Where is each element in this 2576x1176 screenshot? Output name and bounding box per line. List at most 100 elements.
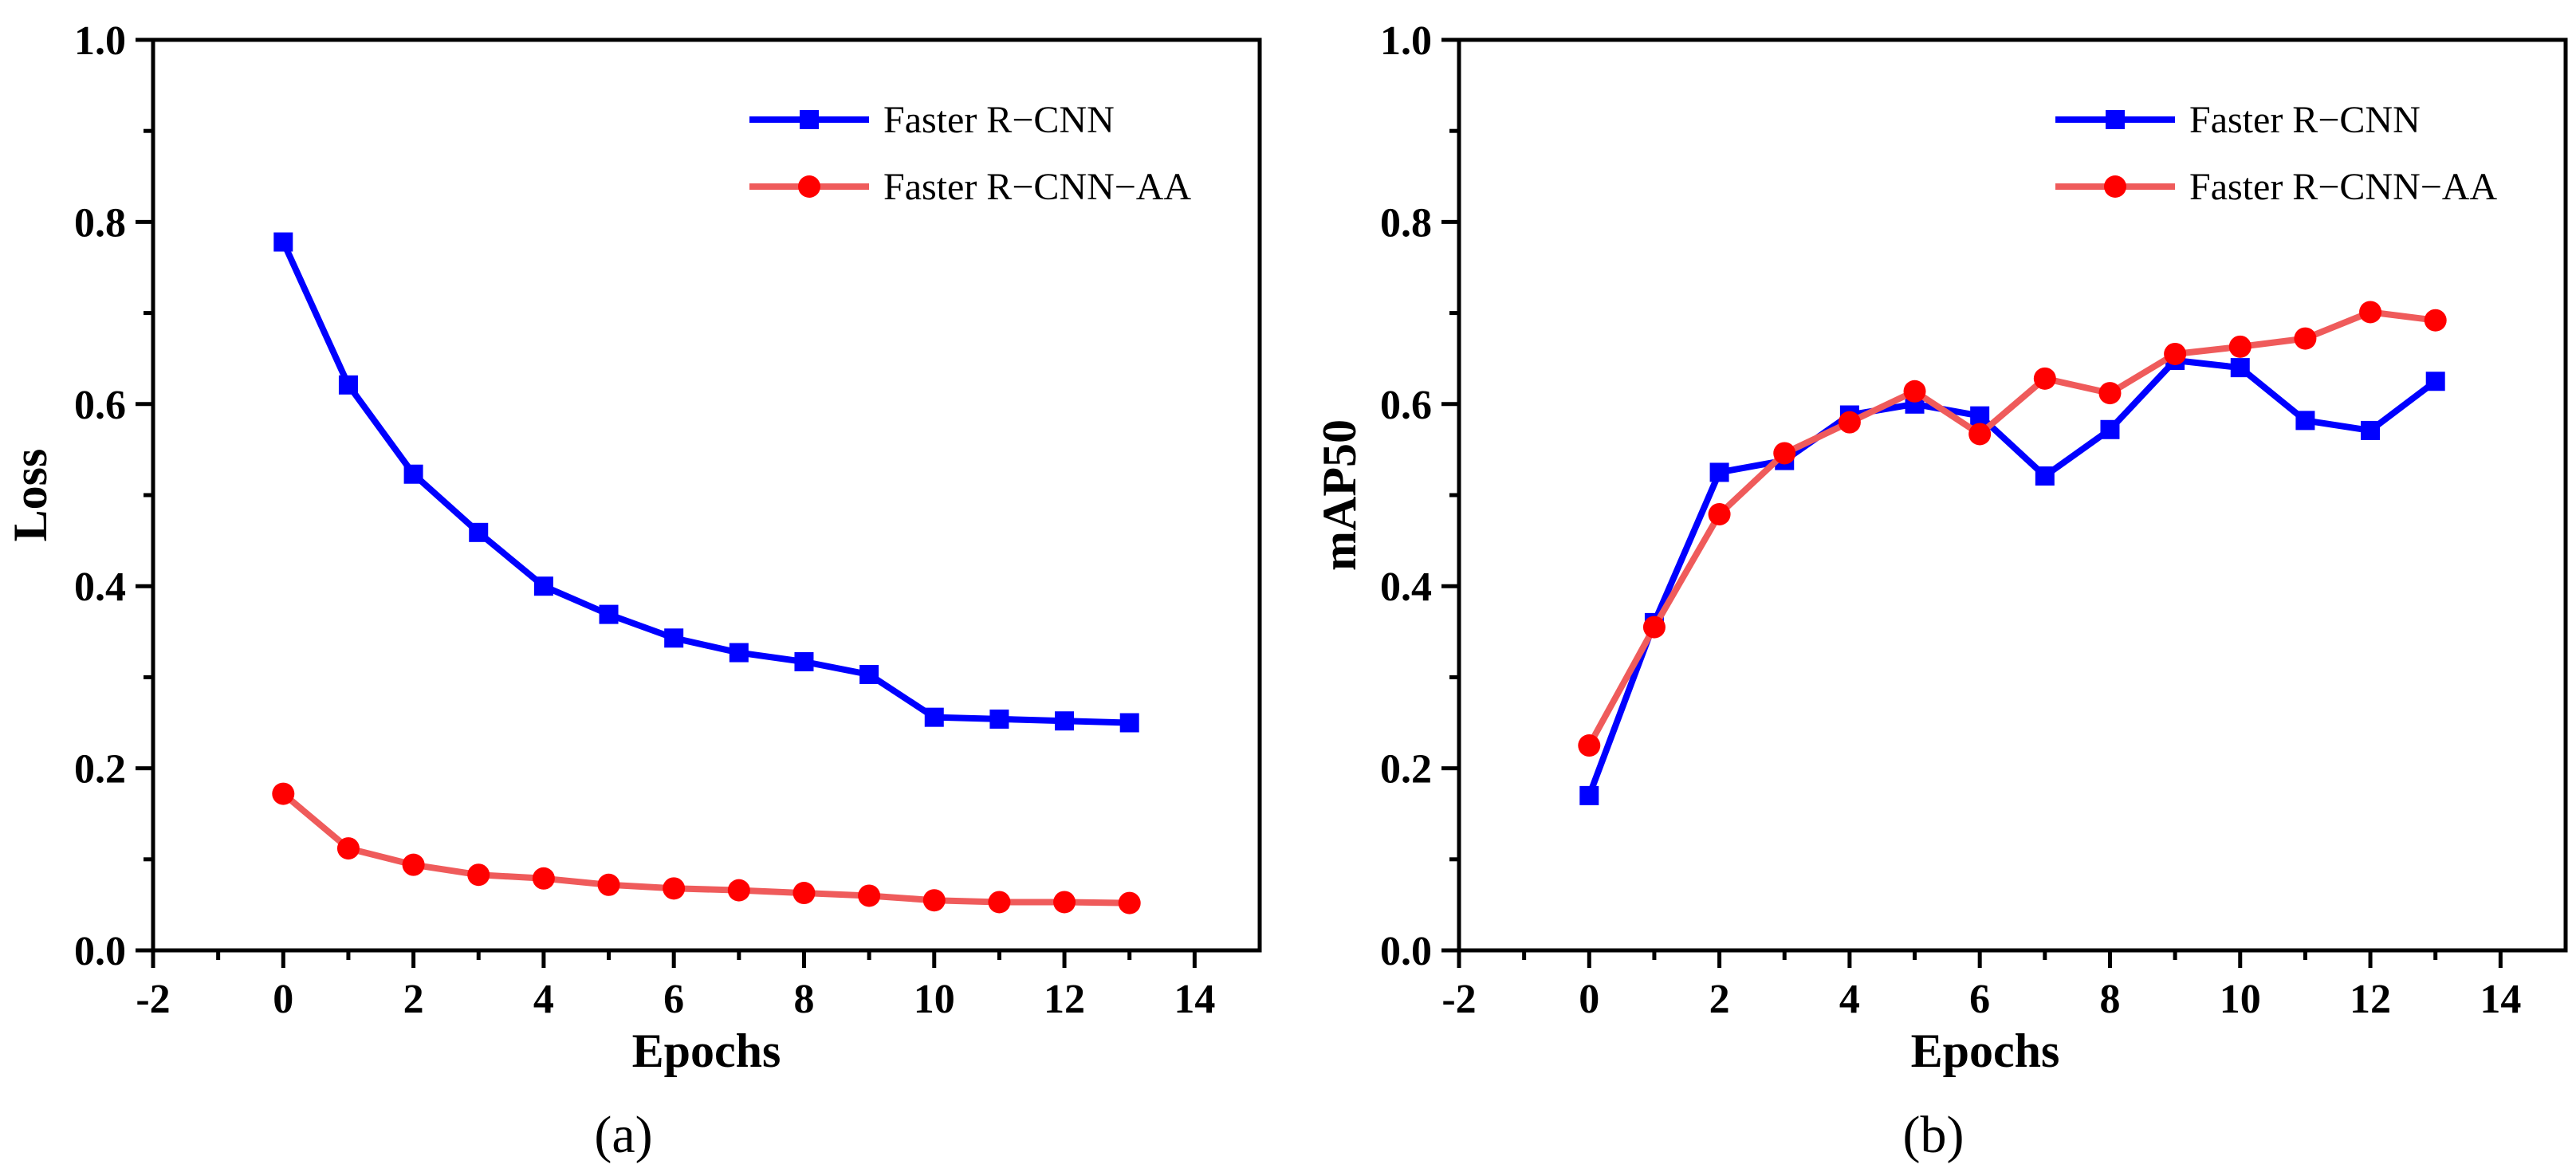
x-axis-title: Epochs: [1911, 1025, 2060, 1077]
data-point-square: [2035, 466, 2055, 486]
x-tick-label: 12: [2350, 977, 2391, 1022]
data-point-circle: [1903, 380, 1926, 403]
series-line-faster-rcnn: [1586, 357, 2438, 797]
data-point-square: [533, 576, 553, 596]
data-point-circle: [1053, 891, 1076, 914]
legend-marker-square: [2106, 110, 2125, 129]
x-tick-label: -2: [1441, 977, 1476, 1022]
data-point-circle: [532, 867, 555, 890]
data-point-circle: [402, 853, 425, 876]
data-point-square: [1119, 713, 1139, 733]
x-tick-label: 2: [1709, 977, 1730, 1022]
legend-marker-circle: [2104, 175, 2126, 198]
y-tick-label: 0.0: [1380, 929, 1432, 974]
y-axis-title: mAP50: [1313, 419, 1366, 571]
x-tick-label: 10: [914, 977, 955, 1022]
data-point-square: [1579, 785, 1599, 805]
x-tick-label: 14: [2480, 977, 2521, 1022]
x-tick-label: 8: [793, 977, 814, 1022]
data-point-square: [403, 464, 423, 484]
y-tick-label: 0.6: [1380, 383, 1432, 428]
data-point-circle: [1708, 502, 1731, 525]
legend-label: Faster R−CNN: [2189, 99, 2421, 141]
data-point-circle: [2424, 309, 2447, 332]
y-tick-label: 0.2: [1380, 747, 1432, 793]
data-point-square: [599, 604, 619, 624]
panel-label-b: (b): [1903, 1106, 1964, 1164]
x-tick-label: 2: [403, 977, 424, 1022]
legend-label: Faster R−CNN: [883, 99, 1115, 141]
data-point-circle: [336, 837, 360, 860]
data-point-square: [2361, 420, 2381, 440]
data-point-circle: [2228, 335, 2252, 358]
data-point-square: [2425, 372, 2445, 391]
panel-label-a: (a): [594, 1106, 652, 1164]
y-tick-label: 0.8: [1380, 200, 1432, 246]
data-point-square: [664, 628, 684, 648]
data-point-square: [2230, 358, 2250, 378]
x-tick-label: -2: [136, 977, 170, 1022]
y-axis-title: Loss: [4, 449, 57, 542]
y-tick-label: 0.8: [74, 200, 126, 246]
data-point-square: [1970, 406, 1990, 426]
y-tick-label: 1.0: [74, 18, 126, 64]
chart-loss: Epochs Loss (a) -2 0 2 4 6 8 10 12 14 0.0 0.2 0.4 0.…: [4, 18, 1262, 1164]
data-point-circle: [2098, 382, 2122, 405]
data-point-circle: [2164, 342, 2187, 365]
data-point-square: [729, 643, 749, 663]
data-point-circle: [1118, 891, 1141, 914]
data-point-circle: [597, 873, 620, 896]
data-point-circle: [1578, 734, 1601, 757]
data-point-square: [989, 709, 1009, 729]
data-point-square: [469, 522, 489, 542]
y-tick-label: 0.4: [1380, 564, 1432, 610]
data-point-circle: [727, 879, 750, 902]
x-axis-title: Epochs: [632, 1025, 781, 1077]
data-point-square: [794, 651, 814, 671]
legend-label: Faster R−CNN−AA: [2189, 166, 2497, 208]
data-point-square: [273, 232, 293, 252]
data-point-circle: [792, 882, 816, 905]
legend-marker-circle: [798, 175, 820, 198]
x-tick-label: 0: [1579, 977, 1599, 1022]
data-point-circle: [988, 891, 1011, 914]
data-point-circle: [272, 782, 295, 805]
data-point-circle: [2294, 327, 2317, 350]
data-point-circle: [2033, 367, 2056, 390]
data-point-square: [1055, 711, 1075, 731]
data-point-circle: [2359, 301, 2382, 324]
data-point-circle: [1773, 442, 1796, 465]
data-point-square: [2295, 411, 2315, 431]
data-point-circle: [922, 889, 946, 912]
data-point-circle: [1642, 616, 1666, 639]
data-point-circle: [1838, 411, 1861, 434]
data-point-circle: [858, 884, 881, 907]
y-tick-label: 1.0: [1380, 18, 1432, 64]
x-tick-label: 6: [663, 977, 684, 1022]
x-tick-label: 4: [1839, 977, 1860, 1022]
data-point-circle: [1968, 423, 1992, 446]
data-point-square: [2100, 419, 2120, 439]
data-point-square: [859, 664, 879, 684]
data-point-circle: [467, 863, 490, 887]
x-tick-label: 8: [2099, 977, 2120, 1022]
y-tick-label: 0.2: [74, 747, 126, 793]
x-tick-label: 10: [2220, 977, 2261, 1022]
x-tick-label: 4: [533, 977, 554, 1022]
legend-label: Faster R−CNN−AA: [883, 166, 1191, 208]
y-tick-label: 0.6: [74, 383, 126, 428]
chart-map50: Epochs mAP50 (b) -2 0 2 4 6 8 10 12 14 0.0 0.2 0.4 0…: [1313, 18, 2568, 1164]
series-line-faster-rcnn: [280, 240, 1130, 726]
data-point-circle: [663, 877, 686, 900]
x-tick-label: 14: [1174, 977, 1215, 1022]
data-point-square: [924, 707, 944, 727]
data-point-square: [1709, 462, 1729, 482]
y-tick-label: 0.0: [74, 929, 126, 974]
x-tick-label: 12: [1044, 977, 1085, 1022]
y-tick-label: 0.4: [74, 564, 126, 610]
x-tick-label: 6: [1969, 977, 1990, 1022]
data-point-square: [338, 375, 358, 395]
legend-marker-square: [800, 110, 819, 129]
